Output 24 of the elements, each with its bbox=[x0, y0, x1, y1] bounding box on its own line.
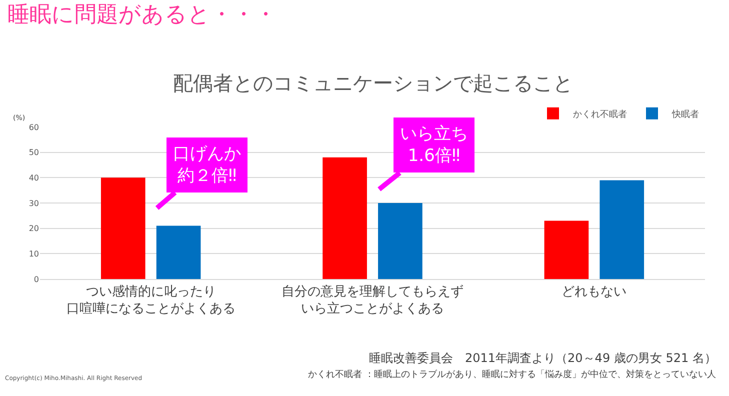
y-tick-label: 20 bbox=[28, 224, 39, 234]
annotation: 口げんか約２倍‼ bbox=[173, 144, 241, 186]
x-tick-label: つい感情的に叱ったり口喧嘩になることがよくある bbox=[66, 284, 236, 316]
bar bbox=[378, 203, 422, 279]
y-tick-label: 0 bbox=[34, 274, 39, 284]
x-tick-label: どれもない bbox=[562, 284, 627, 300]
y-tick-label: 50 bbox=[28, 148, 39, 158]
y-tick-label: 10 bbox=[28, 249, 39, 258]
text: かくれ不眠者 ：睡眠上のトラブルがあり、睡眠に対する「悩み度」が中位で、対策をとっていない人 bbox=[308, 369, 716, 380]
y-tick-label: 60 bbox=[28, 122, 39, 132]
text: 睡眠改善委員会 2011年調査より（20～49 歳の男女 521 名） bbox=[369, 351, 716, 365]
bar bbox=[100, 178, 146, 279]
legend-label: かくれ不眠者 bbox=[573, 108, 627, 120]
legend-label: 快眠者 bbox=[671, 108, 699, 120]
chart-subtitle: 配偶者とのコミュニケーションで起こること bbox=[173, 71, 573, 95]
chart-title: 睡眠に問題があると・・・ bbox=[7, 2, 276, 28]
bar bbox=[156, 226, 201, 279]
x-tick-label: 自分の意見を理解してもらえずいら立つことがよくある bbox=[282, 284, 464, 316]
bar bbox=[544, 220, 589, 279]
bar bbox=[600, 180, 644, 279]
annotation: いら立ち1.6倍‼ bbox=[400, 124, 468, 166]
y-tick-label: 30 bbox=[28, 198, 39, 208]
bar bbox=[322, 157, 367, 279]
y-tick-label: 40 bbox=[28, 173, 39, 182]
